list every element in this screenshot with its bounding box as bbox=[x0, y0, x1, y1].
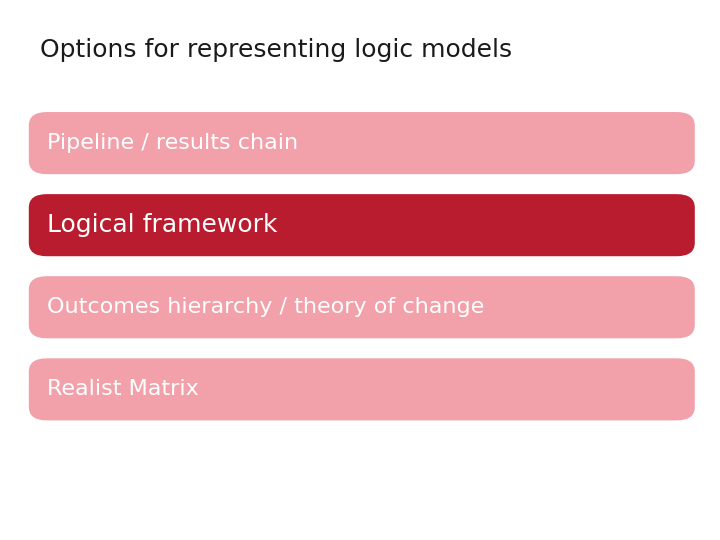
FancyBboxPatch shape bbox=[29, 112, 695, 174]
Text: Logical framework: Logical framework bbox=[47, 213, 277, 237]
FancyBboxPatch shape bbox=[29, 276, 695, 338]
FancyBboxPatch shape bbox=[29, 359, 695, 420]
Text: Pipeline / results chain: Pipeline / results chain bbox=[47, 133, 298, 153]
FancyBboxPatch shape bbox=[29, 194, 695, 256]
Text: Outcomes hierarchy / theory of change: Outcomes hierarchy / theory of change bbox=[47, 297, 484, 318]
Text: Options for representing logic models: Options for representing logic models bbox=[40, 38, 512, 62]
Text: Realist Matrix: Realist Matrix bbox=[47, 379, 199, 400]
